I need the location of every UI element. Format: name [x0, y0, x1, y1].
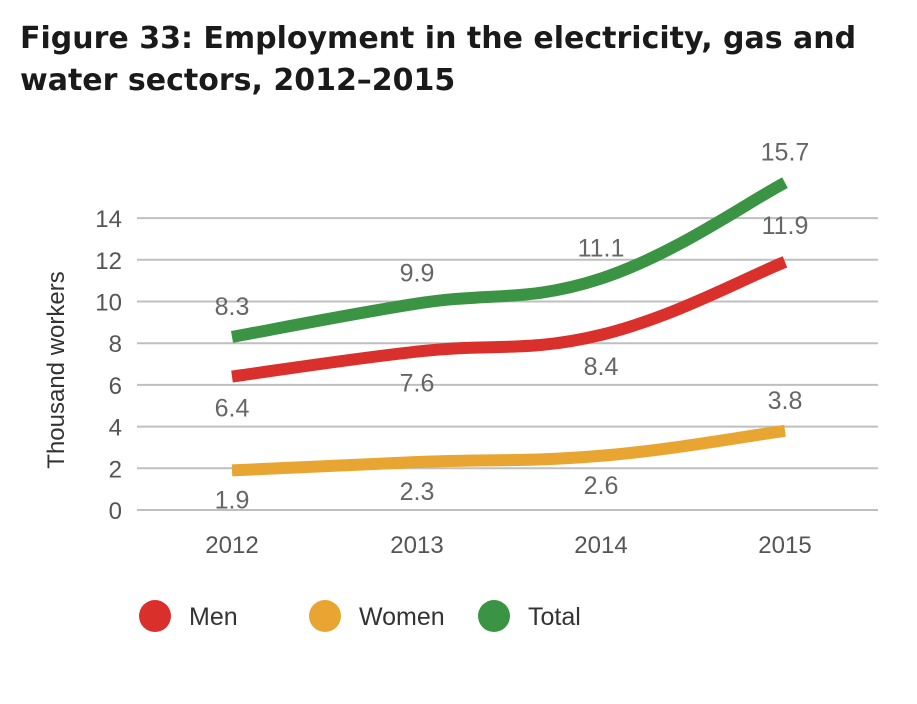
data-label-women: 3.8	[768, 387, 803, 415]
data-label-total: 8.3	[215, 293, 250, 321]
legend-label-women: Women	[359, 603, 445, 631]
x-tick-label: 2015	[758, 532, 811, 559]
y-tick-label: 8	[109, 331, 122, 358]
legend-label-total: Total	[528, 603, 581, 631]
data-label-total: 9.9	[400, 260, 435, 288]
y-tick-label: 4	[109, 415, 122, 442]
data-label-men: 8.4	[584, 353, 619, 381]
y-tick-label: 6	[109, 373, 122, 400]
legend-swatch-women	[309, 600, 341, 632]
y-tick-label: 10	[95, 290, 122, 317]
x-axis-ticks: 2012 2013 2014 2015	[205, 532, 811, 559]
grid-lines	[137, 217, 878, 511]
series-line-total	[230, 177, 788, 343]
y-axis-ticks: 0 2 4 6 8 10 12 14	[95, 206, 122, 525]
chart-title: Figure 33: Employment in the electricity…	[20, 21, 857, 98]
x-tick-label: 2013	[390, 532, 443, 559]
x-tick-label: 2014	[574, 532, 627, 559]
legend-label-men: Men	[189, 603, 238, 631]
data-label-total: 15.7	[761, 139, 810, 167]
y-axis-label: Thousand workers	[43, 271, 70, 468]
y-tick-label: 14	[95, 206, 122, 233]
x-tick-label: 2012	[205, 532, 258, 559]
data-label-women: 2.3	[400, 478, 435, 506]
data-label-women: 1.9	[215, 486, 250, 514]
series-lines	[230, 177, 788, 477]
data-label-men: 6.4	[215, 395, 250, 423]
data-label-men: 7.6	[400, 370, 435, 398]
y-tick-label: 2	[109, 456, 122, 483]
data-labels: 6.4 7.6 8.4 11.9 1.9 2.3 2.6 3.8 8.3 9.9 11.1 15.7	[215, 139, 810, 515]
legend: Men Women Total	[139, 600, 581, 632]
series-line-men	[231, 256, 788, 383]
y-tick-label: 0	[109, 498, 122, 525]
series-line-women	[231, 424, 786, 477]
legend-swatch-total	[478, 600, 510, 632]
data-label-women: 2.6	[584, 472, 619, 500]
data-label-men: 11.9	[762, 212, 809, 240]
legend-swatch-men	[139, 600, 171, 632]
y-tick-label: 12	[95, 248, 122, 275]
data-label-total: 11.1	[578, 235, 625, 263]
